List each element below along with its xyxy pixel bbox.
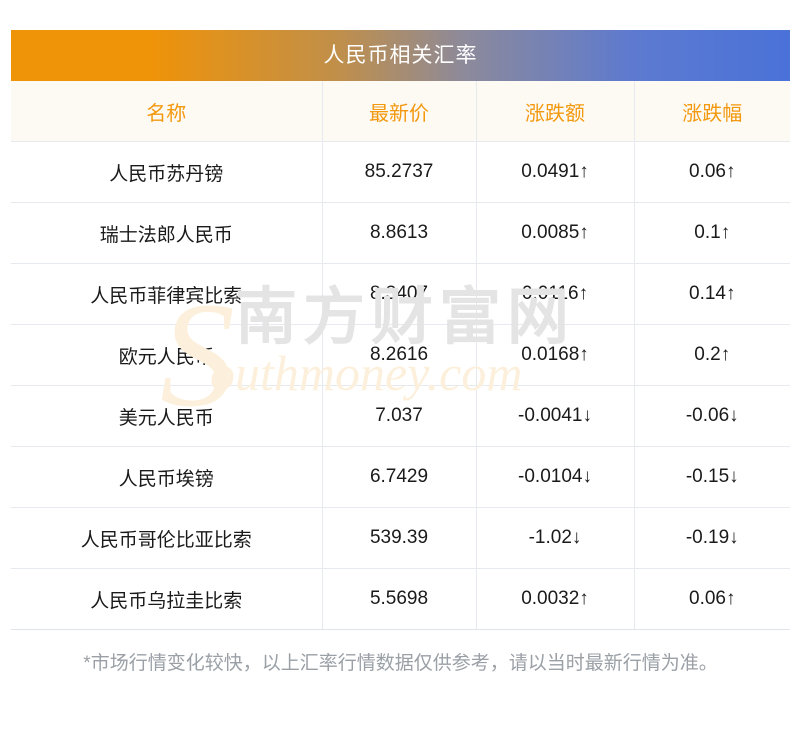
cell-change-amount: -0.0104↓: [476, 446, 635, 508]
cell-change-amount: 0.0085↑: [476, 202, 635, 264]
exchange-rate-table: 名称 最新价 涨跌额 涨跌幅 人民币苏丹镑 85.2737 0.0491↑ 0.06↑…: [11, 81, 790, 630]
cell-currency-name: 人民币菲律宾比索: [11, 263, 323, 325]
column-header-name[interactable]: 名称: [11, 81, 323, 142]
table-row[interactable]: 人民币菲律宾比索 8.3407 0.0116↑ 0.14↑: [11, 263, 790, 325]
table-header-row: 名称 最新价 涨跌额 涨跌幅: [11, 81, 790, 142]
table-row[interactable]: 人民币埃镑 6.7429 -0.0104↓ -0.15↓: [11, 446, 790, 508]
table-body: 人民币苏丹镑 85.2737 0.0491↑ 0.06↑ 瑞士法郎人民币 8.8613 0.…: [11, 141, 790, 630]
cell-latest-price: 85.2737: [322, 141, 477, 203]
cell-latest-price: 7.037: [322, 385, 477, 447]
cell-latest-price: 8.3407: [322, 263, 477, 325]
cell-currency-name: 瑞士法郎人民币: [11, 202, 323, 264]
cell-change-amount: 0.0032↑: [476, 568, 635, 630]
table-header: 名称 最新价 涨跌额 涨跌幅: [11, 81, 790, 142]
exchange-rate-table-container: 人民币相关汇率 名称 最新价 涨跌额 涨跌幅 人民币苏丹镑 85.2737 0.04…: [11, 30, 790, 630]
page-title: 人民币相关汇率: [11, 30, 790, 81]
cell-change-percent: 0.2↑: [634, 324, 790, 386]
cell-change-percent: -0.15↓: [634, 446, 790, 508]
cell-currency-name: 人民币哥伦比亚比索: [11, 507, 323, 569]
cell-currency-name: 人民币乌拉圭比索: [11, 568, 323, 630]
table-row[interactable]: 人民币哥伦比亚比索 539.39 -1.02↓ -0.19↓: [11, 507, 790, 569]
cell-latest-price: 5.5698: [322, 568, 477, 630]
cell-latest-price: 8.8613: [322, 202, 477, 264]
table-row[interactable]: 瑞士法郎人民币 8.8613 0.0085↑ 0.1↑: [11, 202, 790, 264]
table-row[interactable]: 美元人民币 7.037 -0.0041↓ -0.06↓: [11, 385, 790, 447]
column-header-change[interactable]: 涨跌额: [476, 81, 635, 142]
cell-change-amount: 0.0491↑: [476, 141, 635, 203]
cell-change-amount: 0.0168↑: [476, 324, 635, 386]
table-row[interactable]: 欧元人民币 8.2616 0.0168↑ 0.2↑: [11, 324, 790, 386]
column-header-percent[interactable]: 涨跌幅: [634, 81, 790, 142]
cell-change-percent: -0.19↓: [634, 507, 790, 569]
table-row[interactable]: 人民币乌拉圭比索 5.5698 0.0032↑ 0.06↑: [11, 568, 790, 630]
cell-change-amount: 0.0116↑: [476, 263, 635, 325]
cell-change-amount: -1.02↓: [476, 507, 635, 569]
table-row[interactable]: 人民币苏丹镑 85.2737 0.0491↑ 0.06↑: [11, 141, 790, 203]
cell-latest-price: 8.2616: [322, 324, 477, 386]
cell-currency-name: 欧元人民币: [11, 324, 323, 386]
cell-currency-name: 美元人民币: [11, 385, 323, 447]
column-header-price[interactable]: 最新价: [322, 81, 477, 142]
cell-latest-price: 539.39: [322, 507, 477, 569]
cell-change-amount: -0.0041↓: [476, 385, 635, 447]
cell-change-percent: 0.06↑: [634, 568, 790, 630]
cell-currency-name: 人民币苏丹镑: [11, 141, 323, 203]
cell-currency-name: 人民币埃镑: [11, 446, 323, 508]
cell-change-percent: 0.06↑: [634, 141, 790, 203]
cell-change-percent: 0.1↑: [634, 202, 790, 264]
cell-change-percent: 0.14↑: [634, 263, 790, 325]
disclaimer-note: *市场行情变化较快，以上汇率行情数据仅供参考，请以当时最新行情为准。: [83, 653, 718, 674]
cell-change-percent: -0.06↓: [634, 385, 790, 447]
cell-latest-price: 6.7429: [322, 446, 477, 508]
